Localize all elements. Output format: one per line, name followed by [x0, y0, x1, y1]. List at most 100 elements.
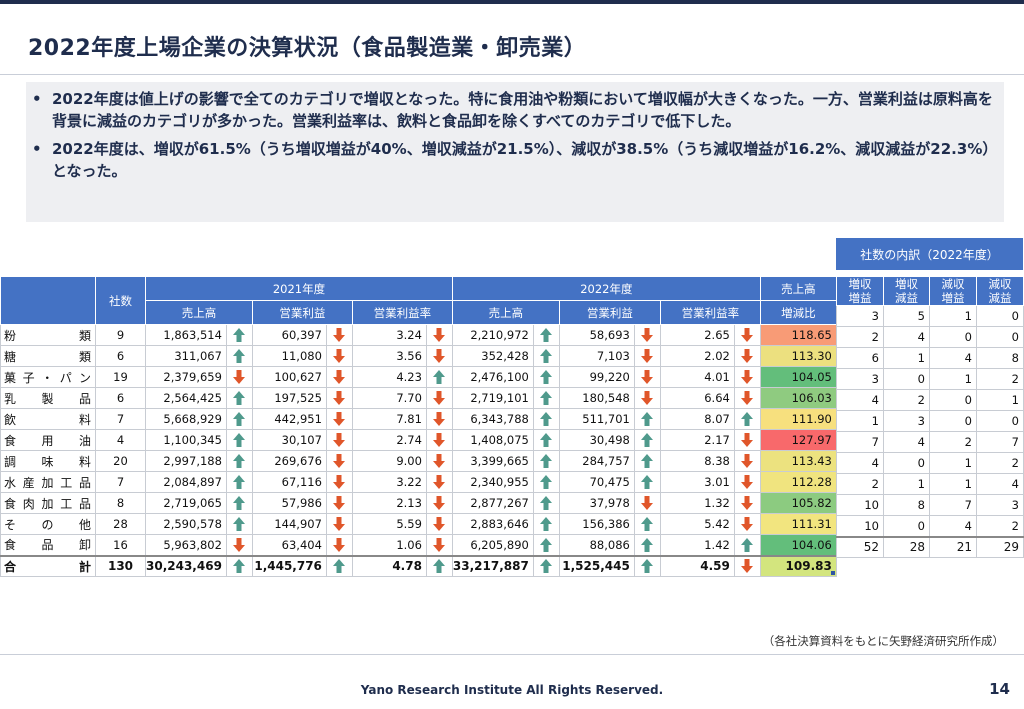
arrow-up-icon	[225, 450, 253, 472]
header-up-up: 増収 増益	[836, 276, 884, 306]
arrow-down-icon	[733, 513, 761, 535]
arrow-up-icon	[225, 429, 253, 451]
header-sales-2021: 売上高	[145, 300, 253, 325]
profit-2021-cell: 67,116	[251, 471, 327, 493]
down-down-count: 29	[976, 535, 1024, 558]
arrow-up-icon	[225, 513, 253, 535]
arrow-up-icon	[425, 366, 453, 388]
margin-2021-cell: 4.78	[351, 554, 427, 577]
sales-2022-cell: 6,205,890	[451, 534, 534, 556]
table-row: 糖類 6 311,067 11,080 3.56 352,428 7,103 2.02 113.…	[0, 345, 837, 367]
down-up-count: 4	[929, 347, 977, 369]
page-title: 2022年度上場企業の決算状況（食品製造業・卸売業）	[28, 36, 587, 61]
arrow-up-icon	[633, 471, 661, 493]
profit-2021-cell: 57,986	[251, 492, 327, 514]
arrow-down-icon	[225, 366, 253, 388]
up-down-count: 4	[883, 431, 930, 453]
profit-2021-cell: 60,397	[251, 324, 327, 346]
count-cell: 9	[95, 324, 146, 346]
down-up-count: 1	[929, 368, 977, 390]
sales-2022-cell: 2,719,101	[451, 387, 534, 409]
up-up-count: 4	[836, 389, 884, 411]
arrow-down-icon	[325, 366, 353, 388]
up-down-count: 5	[883, 305, 930, 327]
profit-2022-cell: 1,525,445	[558, 554, 635, 577]
arrow-up-icon	[633, 429, 661, 451]
profit-2022-cell: 99,220	[558, 366, 635, 388]
header-2022: 2022年度	[451, 276, 761, 301]
sales-ratio-cell: 111.90	[759, 408, 837, 430]
profit-2021-cell: 11,080	[251, 345, 327, 367]
profit-2021-cell: 30,107	[251, 429, 327, 451]
arrow-up-icon	[532, 534, 560, 556]
margin-2022-cell: 4.59	[659, 554, 735, 577]
header-down-down: 減収 減益	[976, 276, 1024, 306]
category-cell: その他	[0, 513, 96, 535]
arrow-down-icon	[733, 387, 761, 409]
up-down-count: 1	[883, 347, 930, 369]
profit-2021-cell: 1,445,776	[251, 554, 327, 577]
category-cell: 粉類	[0, 324, 96, 346]
table-row: 調味料 20 2,997,188 269,676 9.00 3,399,665 284,75…	[0, 450, 837, 472]
table-row: 食肉加工品 8 2,719,065 57,986 2.13 2,877,267 37,978…	[0, 492, 837, 514]
arrow-down-icon	[733, 324, 761, 346]
profit-2022-cell: 284,757	[558, 450, 635, 472]
down-down-count: 8	[976, 347, 1024, 369]
margin-2021-cell: 7.70	[351, 387, 427, 409]
header-profit-2021: 営業利益	[251, 300, 353, 325]
down-up-count: 0	[929, 326, 977, 348]
sales-ratio-cell: 112.28	[759, 471, 837, 493]
arrow-down-icon	[733, 429, 761, 451]
summary-box: • 2022年度は値上げの影響で全てのカテゴリで増収となった。特に食用油や粉類にお…	[26, 82, 1004, 222]
count-cell: 19	[95, 366, 146, 388]
arrow-down-icon	[425, 450, 453, 472]
down-down-count: 2	[976, 368, 1024, 390]
down-down-count: 7	[976, 431, 1024, 453]
sales-2021-cell: 1,100,345	[145, 429, 227, 451]
margin-2021-cell: 4.23	[351, 366, 427, 388]
summary-bullet-2: • 2022年度は、増収が61.5%（うち増収増益が40%、増収減益が21.5%）…	[32, 140, 990, 180]
category-cell: 食品卸	[0, 534, 96, 556]
header-down-up: 減収 増益	[929, 276, 977, 306]
sales-2021-cell: 2,564,425	[145, 387, 227, 409]
down-down-count: 0	[976, 326, 1024, 348]
down-up-count: 2	[929, 431, 977, 453]
count-cell: 6	[95, 387, 146, 409]
arrow-up-icon	[225, 324, 253, 346]
arrow-down-icon	[325, 429, 353, 451]
sales-2021-cell: 311,067	[145, 345, 227, 367]
up-up-count: 3	[836, 305, 884, 327]
sales-2021-cell: 1,863,514	[145, 324, 227, 346]
margin-2022-cell: 4.01	[659, 366, 735, 388]
down-up-count: 21	[929, 535, 977, 558]
sales-2021-cell: 2,084,897	[145, 471, 227, 493]
profit-2021-cell: 100,627	[251, 366, 327, 388]
total-row: 合計 130 30,243,469 1,445,776 4.78 33,217,887 1,…	[0, 554, 837, 577]
sales-ratio-cell: 104.05	[759, 366, 837, 388]
up-down-count: 28	[883, 535, 930, 558]
count-cell: 16	[95, 534, 146, 556]
header-profit-2022: 営業利益	[558, 300, 661, 325]
category-cell: 合計	[0, 554, 96, 577]
profit-2021-cell: 269,676	[251, 450, 327, 472]
margin-2021-cell: 3.22	[351, 471, 427, 493]
up-up-count: 52	[836, 535, 884, 558]
count-cell: 7	[95, 408, 146, 430]
sales-2022-cell: 352,428	[451, 345, 534, 367]
down-down-count: 4	[976, 473, 1024, 495]
arrow-down-icon	[633, 492, 661, 514]
arrow-up-icon	[532, 554, 560, 577]
down-down-count: 2	[976, 452, 1024, 474]
profit-2022-cell: 180,548	[558, 387, 635, 409]
arrow-down-icon	[325, 513, 353, 535]
arrow-down-icon	[733, 471, 761, 493]
profit-2021-cell: 197,525	[251, 387, 327, 409]
cell-marker-icon	[830, 571, 835, 575]
margin-2021-cell: 2.13	[351, 492, 427, 514]
sales-2022-cell: 2,883,646	[451, 513, 534, 535]
arrow-up-icon	[532, 387, 560, 409]
profit-2021-cell: 442,951	[251, 408, 327, 430]
margin-2022-cell: 1.32	[659, 492, 735, 514]
financial-table: 社数 2021年度 2022年度 売上高 売上高 営業利益 営業利益率 売上高 …	[0, 276, 837, 577]
